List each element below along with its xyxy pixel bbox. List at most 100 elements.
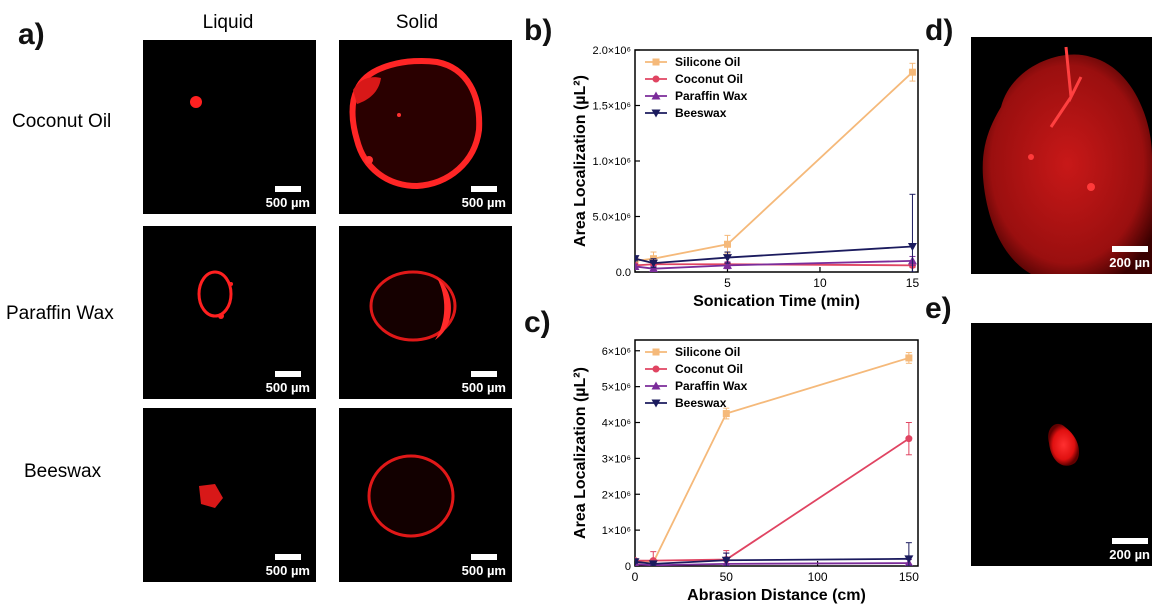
data-point xyxy=(905,354,913,362)
micrograph-paraffin-liquid: 500 µm xyxy=(143,226,316,399)
series-line xyxy=(635,260,913,270)
series-coconut-oil xyxy=(635,422,913,566)
y-tick-label: 1×10⁶ xyxy=(602,525,631,537)
series-line xyxy=(635,562,909,566)
fluorescence-ring xyxy=(197,270,233,319)
data-point xyxy=(648,560,658,566)
series-line xyxy=(635,245,913,265)
data-point xyxy=(904,555,914,564)
fluorescence-spot xyxy=(190,96,202,108)
legend-label: Paraffin Wax xyxy=(675,379,748,393)
scale-bar: 200 µn xyxy=(1109,246,1150,270)
x-tick-label: 15 xyxy=(906,276,920,290)
legend-marker xyxy=(651,381,661,390)
chart-c-abrasion: 0 50 100 150 0 1×10⁶ 2×10⁶ 3×10⁶ 4×10⁶ 5×10⁶ 6×10⁶… xyxy=(572,339,919,604)
x-axis-label: Abrasion Distance (cm) xyxy=(687,587,866,604)
x-tick-label: 0 xyxy=(632,570,639,584)
panel-a-label: a) xyxy=(18,18,45,51)
legend: Silicone Oil Coconut Oil Paraffin Wax Beesw… xyxy=(645,55,748,120)
y-tick-label: 4×10⁶ xyxy=(602,418,631,430)
legend-label: Silicone Oil xyxy=(675,55,740,69)
data-point xyxy=(722,260,732,269)
y-tick-label: 0.0 xyxy=(616,267,631,279)
panel-b-label: b) xyxy=(524,14,553,47)
series-silicone-oil xyxy=(635,352,913,566)
data-point xyxy=(907,242,917,251)
legend-label: Silicone Oil xyxy=(675,345,740,359)
fluorescence-ring xyxy=(367,454,455,538)
data-point xyxy=(635,558,640,566)
x-tick-label: 50 xyxy=(720,570,734,584)
legend-marker xyxy=(652,58,660,66)
fluorescence-blob xyxy=(982,46,1152,274)
x-tick-label: 5 xyxy=(724,276,731,290)
plot-frame xyxy=(634,339,919,567)
series-beeswax xyxy=(635,193,917,272)
fluorescence-droplet xyxy=(1048,423,1080,466)
plot-area xyxy=(635,62,917,272)
legend-marker xyxy=(651,109,661,118)
micrograph-coconut-liquid: 500 µm xyxy=(143,40,316,214)
y-tick-label: 2×10⁶ xyxy=(602,489,631,501)
column-header-liquid: Liquid xyxy=(202,12,254,33)
x-tick-label: 10 xyxy=(813,276,827,290)
y-tick-label: 3×10⁶ xyxy=(602,453,631,465)
y-tick-label: 5.0×10⁶ xyxy=(593,212,631,224)
scale-bar: 500 µm xyxy=(462,371,506,395)
legend-label: Beeswax xyxy=(675,396,727,410)
data-point xyxy=(649,264,658,272)
legend-label: Coconut Oil xyxy=(675,362,743,376)
fluorescence-spot xyxy=(199,484,223,508)
panel-c-label: c) xyxy=(524,306,551,339)
data-point xyxy=(908,68,916,76)
row-header-paraffin-wax: Paraffin Wax xyxy=(6,303,114,324)
legend-label: Beeswax xyxy=(675,106,727,120)
micrograph-beeswax-solid: 500 µm xyxy=(339,408,512,582)
legend-label: Paraffin Wax xyxy=(675,89,748,103)
micrograph-paraffin-solid: 500 µm xyxy=(339,226,512,399)
legend: Silicone Oil Coconut Oil Paraffin Wax Beesw… xyxy=(645,345,748,410)
x-tick-label: 100 xyxy=(808,570,828,584)
fluorescence-ring xyxy=(369,270,457,342)
panel-d-label: d) xyxy=(925,14,954,47)
micrograph-d: 200 µn xyxy=(971,37,1152,274)
row-header-coconut-oil: Coconut Oil xyxy=(12,111,112,132)
scale-bar: 200 µn xyxy=(1109,538,1150,562)
y-tick-label: 5×10⁶ xyxy=(602,382,631,394)
legend-label: Coconut Oil xyxy=(675,72,743,86)
series-line xyxy=(635,437,910,562)
x-axis-label: Sonication Time (min) xyxy=(693,293,860,310)
scale-bar: 500 µm xyxy=(462,186,506,210)
data-point xyxy=(635,261,640,270)
data-point xyxy=(722,254,732,263)
chart-b-sonication: 5 10 15 0.0 5.0×10⁶ 1.0×10⁶ 1.5×10⁶ 2.0×10⁶ Soni… xyxy=(572,45,920,310)
series-line xyxy=(635,71,914,262)
series-line xyxy=(635,557,909,565)
legend-marker xyxy=(652,75,660,83)
series-line xyxy=(635,263,913,267)
y-tick-label: 0 xyxy=(625,561,631,573)
scale-bar: 500 µm xyxy=(266,186,310,210)
y-tick-label: 1.5×10⁶ xyxy=(593,101,631,113)
data-point xyxy=(635,255,640,264)
legend-marker xyxy=(652,348,660,356)
y-tick-label: 6×10⁶ xyxy=(602,346,631,358)
plot-area xyxy=(635,352,914,566)
data-point xyxy=(648,259,658,268)
y-tick-label: 1.0×10⁶ xyxy=(593,156,631,168)
scale-bar: 500 µm xyxy=(462,554,506,578)
fluorescence-ring xyxy=(349,57,483,190)
y-axis-label: Area Localization (µL²) xyxy=(572,367,589,539)
scale-bar: 500 µm xyxy=(266,554,310,578)
micrograph-e: 200 µn xyxy=(971,323,1152,566)
series-beeswax xyxy=(635,542,914,566)
data-point xyxy=(721,556,731,565)
row-header-beeswax: Beeswax xyxy=(24,461,102,482)
panel-e-label: e) xyxy=(925,292,952,325)
y-axis-label: Area Localization (µL²) xyxy=(572,75,589,247)
legend-marker xyxy=(651,399,661,408)
legend-marker xyxy=(652,365,660,373)
column-header-solid: Solid xyxy=(395,12,439,33)
scale-bar: 500 µm xyxy=(266,371,310,395)
micrograph-beeswax-liquid: 500 µm xyxy=(143,408,316,582)
